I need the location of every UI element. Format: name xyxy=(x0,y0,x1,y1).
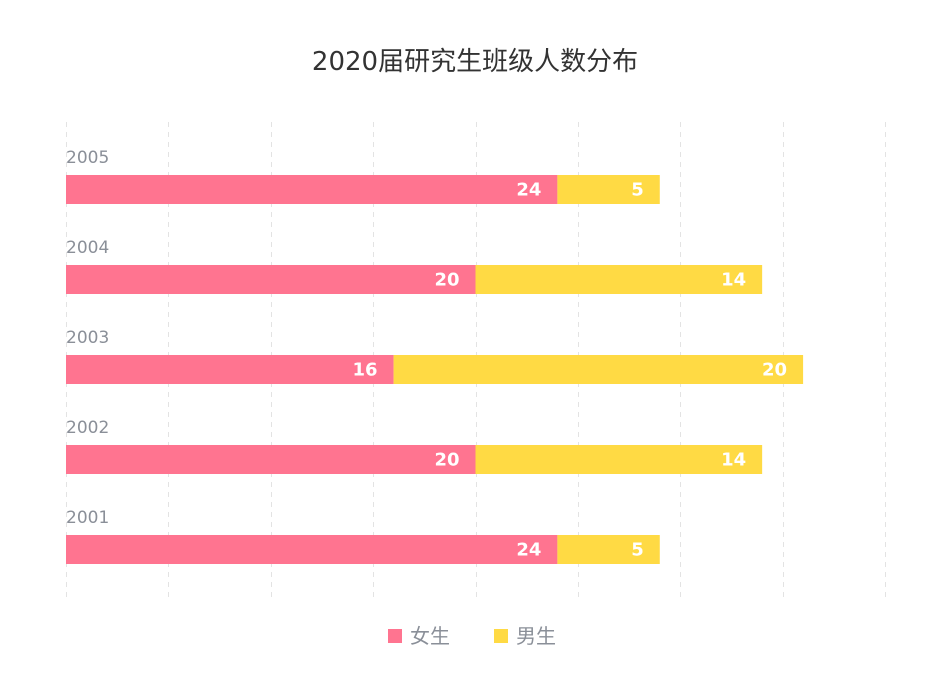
category-label: 2003 xyxy=(66,328,109,348)
chart-title: 2020届研究生班级人数分布 xyxy=(312,47,638,77)
bar-segment-female[interactable] xyxy=(66,535,558,564)
legend-swatch xyxy=(388,629,402,643)
labels: 2005 24 5 2004 20 14 2003 16 20 2002 20 14 2001 24 5 xyxy=(66,148,787,561)
category-label: 2004 xyxy=(66,238,109,258)
legend-label: 女生 xyxy=(410,624,450,648)
legend-item-female[interactable]: 女生 xyxy=(388,624,450,648)
data-label: 16 xyxy=(353,360,378,381)
legend-label: 男生 xyxy=(516,624,556,648)
bar-segment-male[interactable] xyxy=(557,535,660,564)
category-label: 2001 xyxy=(66,508,109,528)
data-label: 24 xyxy=(516,540,541,561)
bar-segment-male[interactable] xyxy=(557,175,660,204)
data-label: 24 xyxy=(516,180,541,201)
data-label: 5 xyxy=(631,540,644,561)
data-label: 14 xyxy=(721,450,746,471)
bar-segment-male[interactable] xyxy=(475,445,763,474)
category-label: 2005 xyxy=(66,148,109,168)
bar-segment-female[interactable] xyxy=(66,355,394,384)
data-label: 20 xyxy=(434,450,459,471)
legend-item-male[interactable]: 男生 xyxy=(494,624,556,648)
bar-segment-male[interactable] xyxy=(475,265,763,294)
bar-segment-female[interactable] xyxy=(66,175,558,204)
data-label: 5 xyxy=(631,180,644,201)
data-label: 20 xyxy=(434,270,459,291)
bar-segment-female[interactable] xyxy=(66,265,476,294)
bars xyxy=(66,175,804,564)
legend-swatch xyxy=(494,629,508,643)
category-label: 2002 xyxy=(66,418,109,438)
legend[interactable]: 女生 男生 xyxy=(388,624,556,648)
data-label: 14 xyxy=(721,270,746,291)
bar-segment-male[interactable] xyxy=(393,355,804,384)
bar-segment-female[interactable] xyxy=(66,445,476,474)
data-label: 20 xyxy=(762,360,787,381)
